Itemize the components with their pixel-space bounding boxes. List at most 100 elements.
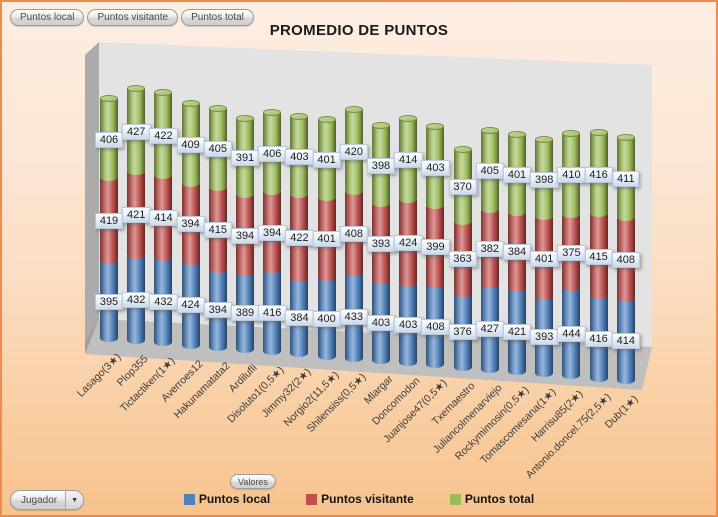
data-label: 408 [339,226,368,243]
data-label: 394 [203,302,232,319]
bar-top-cap [453,146,472,154]
data-label: 419 [94,213,124,230]
bar-top-cap [589,128,608,136]
data-label: 408 [611,252,640,269]
bar-top-cap [508,130,526,138]
data-label: 432 [122,291,151,308]
bar-top-cap [208,104,227,112]
data-label: 406 [258,145,287,162]
data-label: 422 [285,230,314,247]
filter-button-row: Puntos local Puntos visitante Puntos tot… [10,9,254,26]
legend-swatch [449,493,461,505]
data-label: 403 [366,314,396,331]
filter-button-puntos-visitante[interactable]: Puntos visitante [87,9,179,26]
data-label: 393 [530,328,559,345]
bar-top-cap [181,100,200,108]
data-label: 414 [394,152,423,169]
data-label: 400 [312,310,341,327]
bar-top-cap [154,89,173,97]
bar-top-cap [263,108,282,116]
legend-label: Puntos local [198,492,271,506]
data-label: 411 [612,171,640,188]
data-label: 422 [149,127,178,144]
chart-title: PROMEDIO DE PUNTOS [269,22,449,39]
data-label: 416 [584,330,613,347]
legend-swatch [306,493,318,505]
data-label: 394 [230,227,260,244]
data-label: 421 [502,323,532,340]
data-label: 433 [339,309,368,326]
data-label: 370 [448,179,477,196]
filter-button-puntos-local[interactable]: Puntos local [10,9,85,26]
bar-top-cap [535,135,554,143]
bar-top-cap [562,130,581,138]
data-label: 409 [176,136,205,153]
legend-label: Puntos total [464,492,535,506]
data-label: 401 [312,152,341,169]
data-label: 389 [230,305,260,322]
data-label: 384 [502,244,532,261]
data-label: 420 [339,144,368,161]
bar-top-cap [399,114,418,122]
axis-field-label: Jugador [21,494,58,506]
data-label: 394 [176,216,205,233]
data-label: 363 [448,251,477,268]
data-label: 405 [203,141,232,158]
data-label: 421 [122,207,151,224]
values-field-button[interactable]: Valores [230,474,276,489]
data-label: 432 [149,294,178,311]
data-label: 393 [366,236,396,253]
data-label: 424 [394,235,423,252]
data-label: 384 [285,310,314,327]
data-label: 382 [475,241,504,258]
legend-item-puntos-visitante: Puntos visitante [306,492,414,506]
data-label: 376 [448,324,477,341]
chart-floor-corner [85,319,99,354]
legend-item-puntos-local: Puntos local [183,492,271,506]
data-label: 401 [502,166,532,183]
bar-top-cap [127,84,146,92]
bar-top-cap [317,116,336,124]
bar-top-cap [236,115,254,123]
data-label: 415 [584,248,613,265]
bar-top-cap [426,123,445,131]
dropdown-arrow-icon[interactable]: ▼ [65,491,84,509]
data-label: 427 [475,321,504,338]
data-label: 391 [230,150,260,167]
data-label: 408 [421,318,450,335]
data-label: 398 [530,171,559,188]
data-label: 399 [421,238,450,255]
data-label: 406 [94,131,124,148]
bar-top-cap [616,134,635,142]
chart-legend: Puntos local Puntos visitante Puntos total [2,492,716,506]
data-label: 398 [366,158,396,175]
legend-label: Puntos visitante [321,492,414,506]
data-label: 394 [258,224,287,241]
axis-field-button-jugador[interactable]: Jugador ▼ [10,490,85,510]
bar-top-cap [100,94,118,102]
bar-top-cap [290,112,309,120]
data-label: 410 [557,167,586,184]
data-label: 444 [557,325,586,342]
data-label: 401 [312,231,341,248]
chart-side-wall [85,42,99,342]
data-label: 395 [94,293,124,310]
bar-top-cap [372,122,390,130]
data-label: 375 [557,244,586,261]
data-label: 403 [285,148,314,165]
data-label: 414 [149,210,178,227]
data-label: 401 [530,250,559,267]
data-label: 416 [258,304,287,321]
data-label: 427 [122,123,151,140]
data-label: 405 [475,163,504,180]
legend-swatch [183,493,195,505]
data-label: 403 [421,159,450,176]
legend-item-puntos-total: Puntos total [449,492,535,506]
data-label: 424 [176,297,205,314]
filter-button-puntos-total[interactable]: Puntos total [181,9,254,26]
bar-top-cap [344,106,363,114]
data-label: 416 [584,166,613,183]
data-label: 414 [611,333,640,350]
